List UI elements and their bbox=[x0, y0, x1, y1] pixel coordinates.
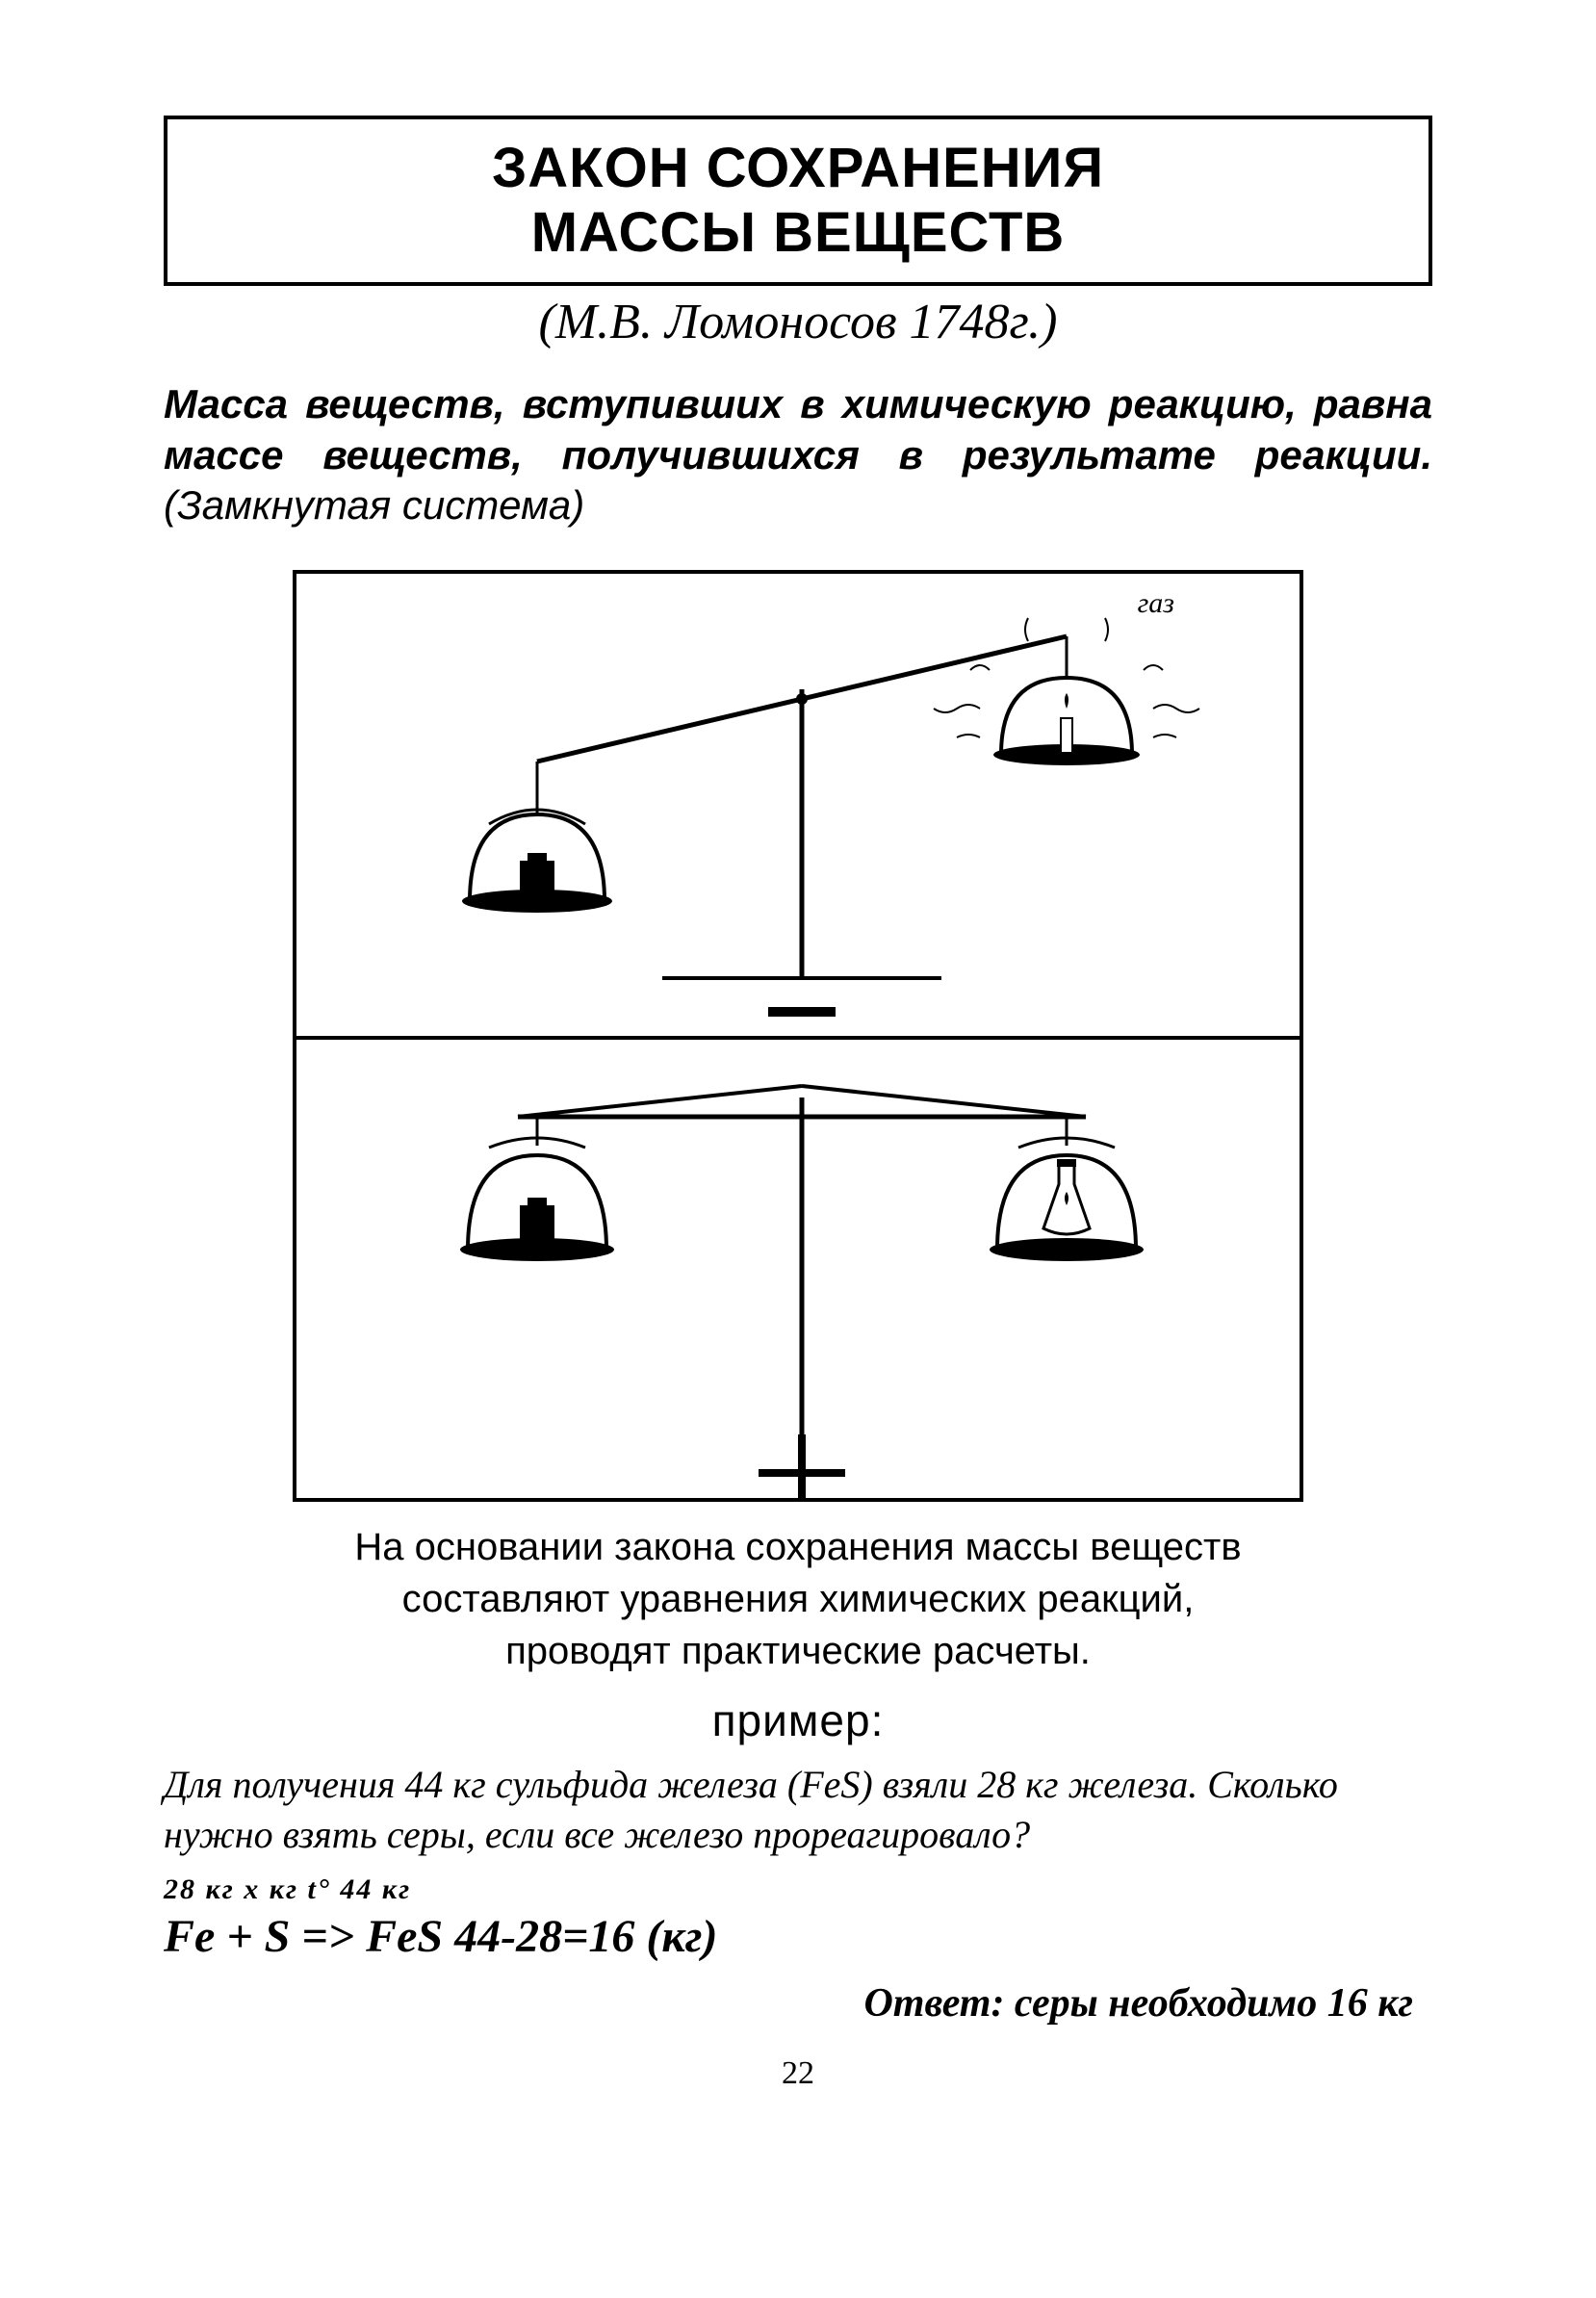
statement-bold: Масса веществ, вступивших в химическую р… bbox=[164, 381, 1432, 478]
bd-line2: составляют уравнения химических реакций, bbox=[164, 1573, 1432, 1625]
title-line2: МАССЫ ВЕЩЕСТВ bbox=[177, 201, 1419, 266]
answer: Ответ: серы необходимо 16 кг bbox=[164, 1980, 1432, 2027]
equation: Fe + S => FeS 44-28=16 (кг) bbox=[164, 1910, 1432, 1963]
below-diagram-text: На основании закона сохранения массы вещ… bbox=[164, 1521, 1432, 1677]
subtitle: (М.В. Ломоносов 1748г.) bbox=[164, 294, 1432, 350]
problem-text: Для получения 44 кг сульфида железа (FeS… bbox=[164, 1760, 1432, 1860]
equation-annotation: 28 кг х кг t° 44 кг bbox=[164, 1873, 1432, 1906]
level-balance-icon bbox=[296, 1040, 1307, 1502]
tilted-balance-icon bbox=[296, 574, 1307, 1036]
page-number: 22 bbox=[164, 2055, 1432, 2092]
gas-label: газ bbox=[1138, 587, 1174, 620]
balance-diagram: газ bbox=[293, 570, 1303, 1502]
title-line1: ЗАКОН СОХРАНЕНИЯ bbox=[177, 137, 1419, 201]
example-heading: пример: bbox=[164, 1694, 1432, 1746]
bd-line1: На основании закона сохранения массы вещ… bbox=[164, 1521, 1432, 1573]
top-panel: газ bbox=[296, 574, 1300, 1036]
law-statement: Масса веществ, вступивших в химическую р… bbox=[164, 379, 1432, 531]
bd-line3: проводят практические расчеты. bbox=[164, 1625, 1432, 1677]
bottom-panel bbox=[296, 1036, 1300, 1498]
title-box: ЗАКОН СОХРАНЕНИЯ МАССЫ ВЕЩЕСТВ bbox=[164, 116, 1432, 286]
statement-normal: (Замкнутая система) bbox=[164, 482, 584, 528]
